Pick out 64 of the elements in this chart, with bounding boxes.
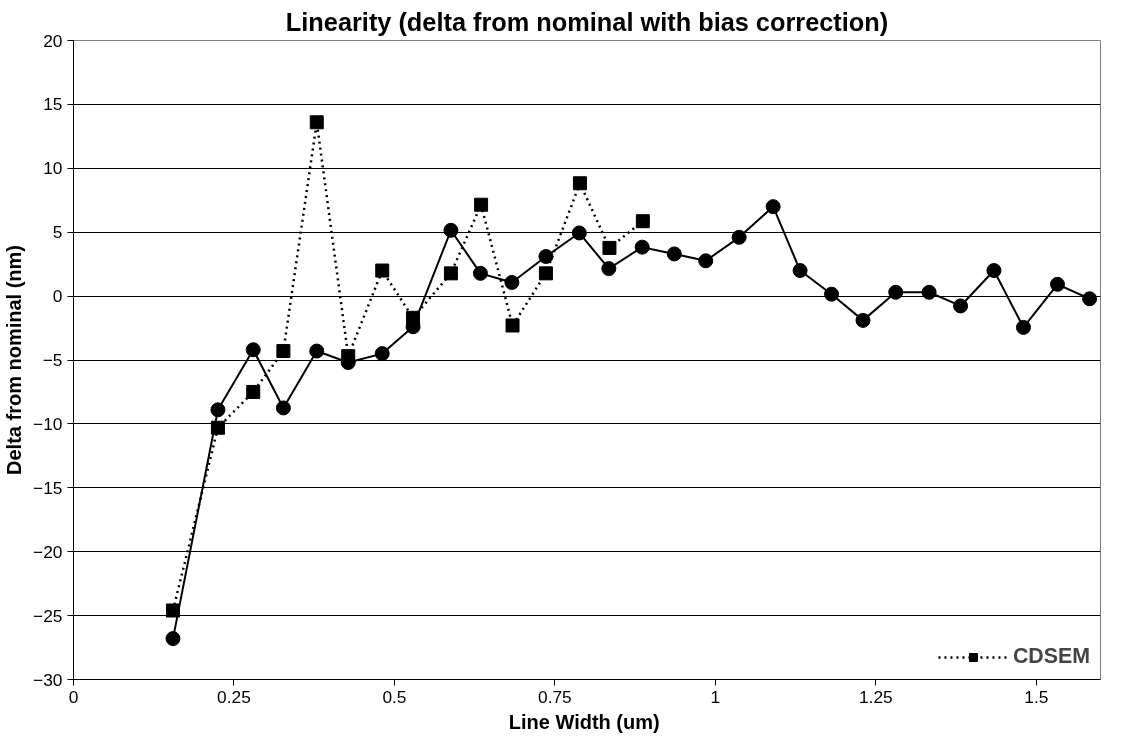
point [309, 115, 324, 130]
point [210, 402, 226, 418]
x-tick-label: 1 [710, 686, 721, 707]
point [824, 286, 840, 302]
y-tick-label: −10 [33, 413, 63, 434]
point [406, 310, 421, 325]
y-tick-label: −30 [33, 669, 63, 690]
point [472, 265, 488, 281]
y-tick-label: 0 [52, 286, 63, 307]
point [276, 344, 291, 359]
x-tick-label: 0 [68, 686, 79, 707]
point [635, 214, 650, 229]
y-tick-label: 5 [52, 222, 63, 243]
point [601, 261, 617, 277]
point [443, 222, 459, 238]
point [275, 400, 291, 416]
point [731, 229, 747, 245]
point [245, 342, 261, 358]
y-axis-title: Delta from nominal (nm) [3, 244, 26, 475]
point [698, 253, 714, 269]
x-tick-label: 0.75 [538, 686, 572, 707]
point [246, 384, 261, 399]
point [1082, 291, 1098, 307]
y-tick-label: 20 [43, 30, 63, 51]
point [210, 420, 225, 435]
point [953, 298, 969, 314]
chart-title: Linearity (delta from nominal with bias correction) [285, 7, 889, 36]
legend-label: CDSEM [1012, 644, 1090, 669]
point [571, 225, 587, 241]
point [855, 312, 871, 328]
x-tick-label: 0.5 [382, 686, 407, 707]
x-tick-label: 1.25 [858, 686, 893, 707]
point [602, 240, 617, 255]
point [538, 266, 553, 281]
point [765, 199, 781, 215]
point [504, 274, 520, 290]
point [1015, 319, 1031, 335]
x-tick-label: 0.25 [217, 686, 251, 707]
point [1049, 276, 1065, 292]
point [986, 263, 1002, 279]
point [341, 349, 356, 364]
point [792, 263, 808, 279]
y-tick-label: −5 [42, 350, 63, 370]
y-tick-label: −20 [33, 541, 63, 562]
point [921, 284, 937, 300]
point [634, 239, 650, 255]
point [165, 603, 180, 618]
point [374, 346, 390, 362]
point [474, 197, 489, 212]
y-tick-label: −15 [33, 477, 63, 498]
point [165, 631, 181, 647]
y-tick-label: −25 [33, 605, 63, 626]
point [572, 176, 587, 191]
point [505, 318, 520, 333]
x-tick-label: 1.5 [1024, 686, 1049, 707]
point [666, 246, 682, 262]
point [538, 249, 554, 264]
y-tick-label: 15 [43, 94, 63, 115]
point [443, 266, 458, 281]
point [375, 263, 390, 278]
point [309, 343, 325, 359]
x-axis-title: Line Width (um) [508, 710, 660, 733]
point [888, 284, 904, 300]
y-tick-label: 10 [43, 158, 63, 179]
